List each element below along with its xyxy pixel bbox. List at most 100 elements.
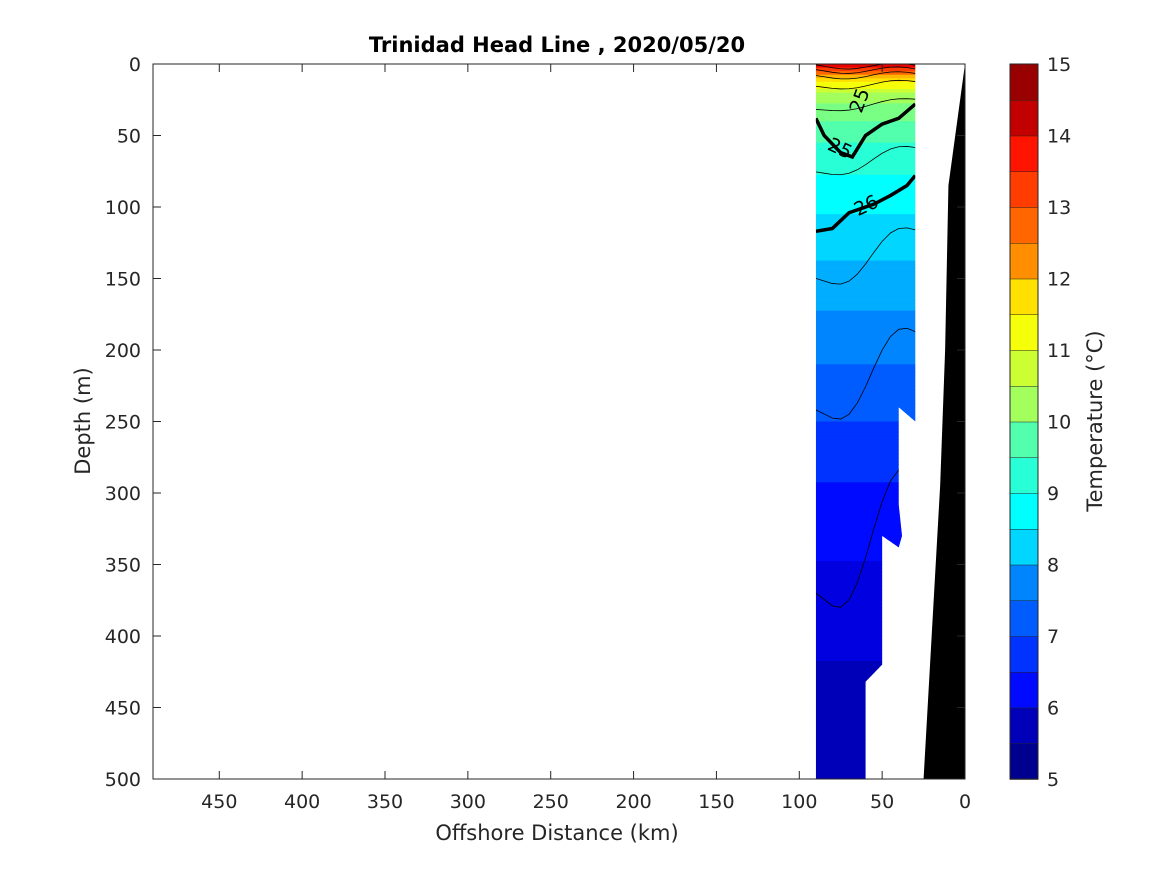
x-tick-label: 300 — [450, 791, 486, 813]
colorbar-swatch — [1009, 99, 1039, 137]
temperature-band — [815, 550, 916, 555]
temperature-band — [815, 507, 916, 512]
x-tick-label: 400 — [284, 791, 320, 813]
temperature-band — [815, 378, 916, 383]
temperature-band — [815, 410, 916, 415]
isotherm-line — [815, 98, 916, 112]
temperature-band — [815, 303, 916, 308]
temperature-band — [815, 253, 916, 258]
temperature-band — [815, 736, 916, 741]
temperature-band — [815, 618, 916, 623]
temperature-band — [815, 478, 916, 483]
temperature-band — [815, 764, 916, 769]
temperature-band — [815, 299, 916, 305]
temperature-band — [815, 403, 916, 408]
temperature-band — [815, 728, 916, 734]
colorbar-swatch — [1009, 600, 1039, 637]
temperature-band — [815, 467, 916, 473]
bathymetry-seafloor — [923, 64, 965, 779]
temperature-band — [815, 539, 916, 544]
colorbar-swatch — [1009, 242, 1039, 280]
x-axis-label: Offshore Distance (km) — [435, 821, 678, 845]
temperature-band — [815, 189, 916, 194]
x-tick-label: 250 — [533, 791, 569, 813]
x-tick-label: 50 — [870, 791, 894, 813]
y-axis-ticks: 0 50 100 150 200 250 300 350 400 450 500 — [105, 54, 965, 791]
temperature-band — [815, 207, 916, 212]
colorbar-swatch — [1009, 63, 1039, 101]
isotherm-line — [815, 79, 916, 90]
temperature-band — [815, 224, 916, 230]
temperature-band — [815, 700, 916, 705]
temperature-band — [815, 607, 916, 612]
temperature-band — [815, 711, 916, 716]
temperature-band — [815, 164, 916, 169]
temperature-band — [815, 464, 916, 469]
temperature-band — [815, 185, 916, 190]
temperature-band — [815, 535, 916, 541]
temperature-band — [815, 703, 916, 709]
temperature-band — [815, 657, 916, 662]
temperature-band — [815, 92, 916, 97]
temperature-band — [815, 67, 916, 72]
temperature-band — [815, 103, 916, 108]
temperature-band — [815, 596, 916, 601]
temperature-band — [815, 339, 916, 344]
temperature-band — [815, 510, 916, 516]
temperature-band — [815, 696, 916, 701]
y-tick-label: 200 — [105, 340, 141, 362]
temperature-band — [815, 707, 916, 712]
temperature-band — [815, 321, 916, 326]
temperature-band — [815, 153, 916, 158]
temperature-band — [815, 317, 916, 322]
temperature-band — [815, 442, 916, 448]
colorbar-tick-label: 6 — [1047, 698, 1059, 720]
y-tick-label: 150 — [105, 269, 141, 291]
y-tick-label: 250 — [105, 412, 141, 434]
temperature-band — [815, 289, 916, 294]
colorbar-tick-label: 15 — [1047, 54, 1071, 76]
temperature-band — [815, 485, 916, 491]
temperature-band — [815, 124, 916, 129]
colorbar-frame — [1009, 63, 1039, 780]
temperature-band — [815, 260, 916, 265]
temperature-band — [815, 425, 916, 430]
temperature-band — [815, 528, 916, 533]
temperature-band — [815, 582, 916, 587]
temperature-band — [815, 353, 916, 358]
colorbar-tick-label: 14 — [1047, 126, 1071, 148]
temperature-band — [815, 267, 916, 272]
isotherm-line — [815, 146, 916, 176]
colorbar-swatch — [1009, 421, 1039, 458]
temperature-band — [815, 192, 916, 197]
isotherm-line — [815, 327, 916, 420]
colorbar-tick-label: 11 — [1047, 340, 1071, 362]
temperature-band — [815, 593, 916, 598]
chart-title: Trinidad Head Line , 2020/05/20 — [369, 33, 745, 57]
x-tick-label: 200 — [615, 791, 651, 813]
temperature-band — [815, 392, 916, 398]
temperature-band — [815, 310, 916, 315]
temperature-band — [815, 621, 916, 626]
temperature-band — [815, 603, 916, 608]
temperature-band — [815, 146, 916, 151]
temperature-band — [815, 121, 916, 126]
temperature-band — [815, 439, 916, 444]
temperature-band — [815, 503, 916, 508]
temperature-band — [815, 246, 916, 251]
temperature-band — [815, 385, 916, 390]
temperature-band — [815, 342, 916, 348]
temperature-band — [815, 196, 916, 201]
colorbar-swatch — [1009, 385, 1039, 423]
colorbar-ticks: 5 6 7 8 9 10 11 12 13 14 15 — [1047, 54, 1071, 791]
temperature-band — [815, 332, 916, 337]
temperature-band — [815, 96, 916, 101]
temperature-band — [815, 693, 916, 698]
x-axis-ticks: 450 400 350 300 250 200 150 100 50 0 — [201, 64, 971, 813]
temperature-band — [815, 350, 916, 355]
temperature-band — [815, 414, 916, 419]
temperature-band — [815, 142, 916, 147]
temperature-band — [815, 382, 916, 387]
temperature-band — [815, 139, 916, 144]
temperature-band — [815, 639, 916, 644]
